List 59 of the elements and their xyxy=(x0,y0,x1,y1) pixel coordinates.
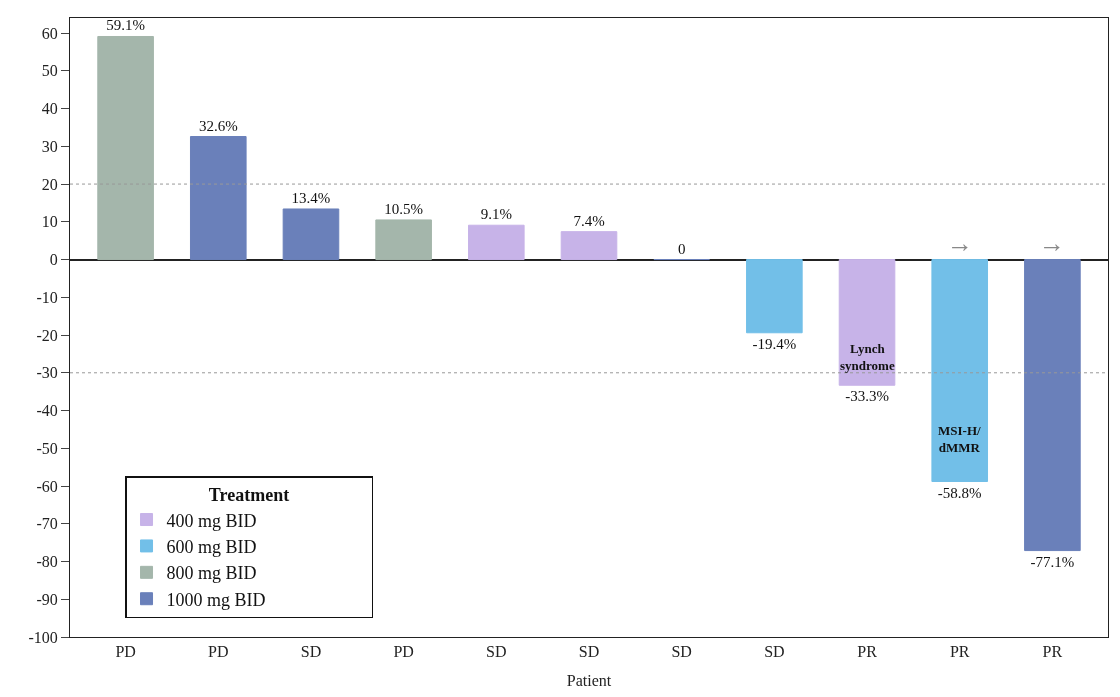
legend-title: Treatment xyxy=(208,485,290,506)
y-tick-label: -30 xyxy=(36,364,58,382)
data-label: 7.4% xyxy=(573,212,605,229)
x-tick-label: SD xyxy=(671,643,692,661)
y-tick-label: -80 xyxy=(36,553,58,571)
bar xyxy=(375,219,432,261)
data-label: 0 xyxy=(677,240,686,257)
annotation: → xyxy=(1039,229,1065,258)
y-tick-label: 40 xyxy=(41,100,58,118)
x-tick-label: PR xyxy=(1042,643,1063,661)
annotation: Lynch syndrome xyxy=(840,341,895,373)
bar xyxy=(746,259,803,334)
bar xyxy=(1024,259,1081,552)
data-label: -19.4% xyxy=(752,335,797,352)
x-tick-label: PR xyxy=(949,643,970,661)
x-tick-label: SD xyxy=(486,643,507,661)
data-label: 32.6% xyxy=(198,117,238,134)
y-tick-label: 30 xyxy=(41,137,58,155)
data-label: -58.8% xyxy=(937,484,982,501)
bar xyxy=(282,208,340,261)
y-tick-label: -90 xyxy=(36,590,58,608)
data-label: 10.5% xyxy=(384,200,424,217)
x-tick-label: PD xyxy=(208,643,229,661)
y-tick-label: -40 xyxy=(36,402,58,420)
legend-label: 600 mg BID xyxy=(166,536,257,557)
bar xyxy=(560,231,618,261)
y-tick-label: 10 xyxy=(41,213,58,231)
legend-label: 400 mg BID xyxy=(166,510,257,531)
data-label: -33.3% xyxy=(845,388,889,405)
x-tick-label: SD xyxy=(578,643,600,661)
x-axis-title: Patient xyxy=(566,671,612,689)
data-label: 9.1% xyxy=(480,206,512,223)
bar xyxy=(838,259,896,386)
y-tick-label: 0 xyxy=(49,251,58,269)
y-tick-label: -20 xyxy=(36,326,58,344)
x-tick-label: SD xyxy=(300,643,322,661)
y-tick-label: 60 xyxy=(41,24,58,42)
annotation: → xyxy=(947,229,973,258)
x-tick-label: SD xyxy=(764,643,785,661)
y-tick-label: -50 xyxy=(36,439,58,457)
y-tick-label: -60 xyxy=(36,477,58,495)
y-tick-label: -70 xyxy=(36,515,58,533)
data-label: 59.1% xyxy=(106,17,145,34)
bar xyxy=(97,35,154,261)
bar xyxy=(189,136,247,261)
y-tick-label: 50 xyxy=(41,62,58,80)
annotation: MSI-H/ dMMR xyxy=(938,423,981,455)
y-tick-label: -10 xyxy=(36,288,58,306)
y-tick-label: -100 xyxy=(28,628,58,646)
data-label: 13.4% xyxy=(291,189,331,206)
bar xyxy=(468,224,525,261)
y-tick-label: 20 xyxy=(41,175,58,193)
legend-label: 1000 mg BID xyxy=(166,589,266,610)
legend-label: 800 mg BID xyxy=(166,563,257,584)
x-tick-label: PR xyxy=(857,643,878,661)
x-tick-label: PD xyxy=(115,643,136,661)
x-tick-label: PD xyxy=(393,643,414,661)
bar xyxy=(931,259,989,482)
data-label: -77.1% xyxy=(1030,553,1075,570)
